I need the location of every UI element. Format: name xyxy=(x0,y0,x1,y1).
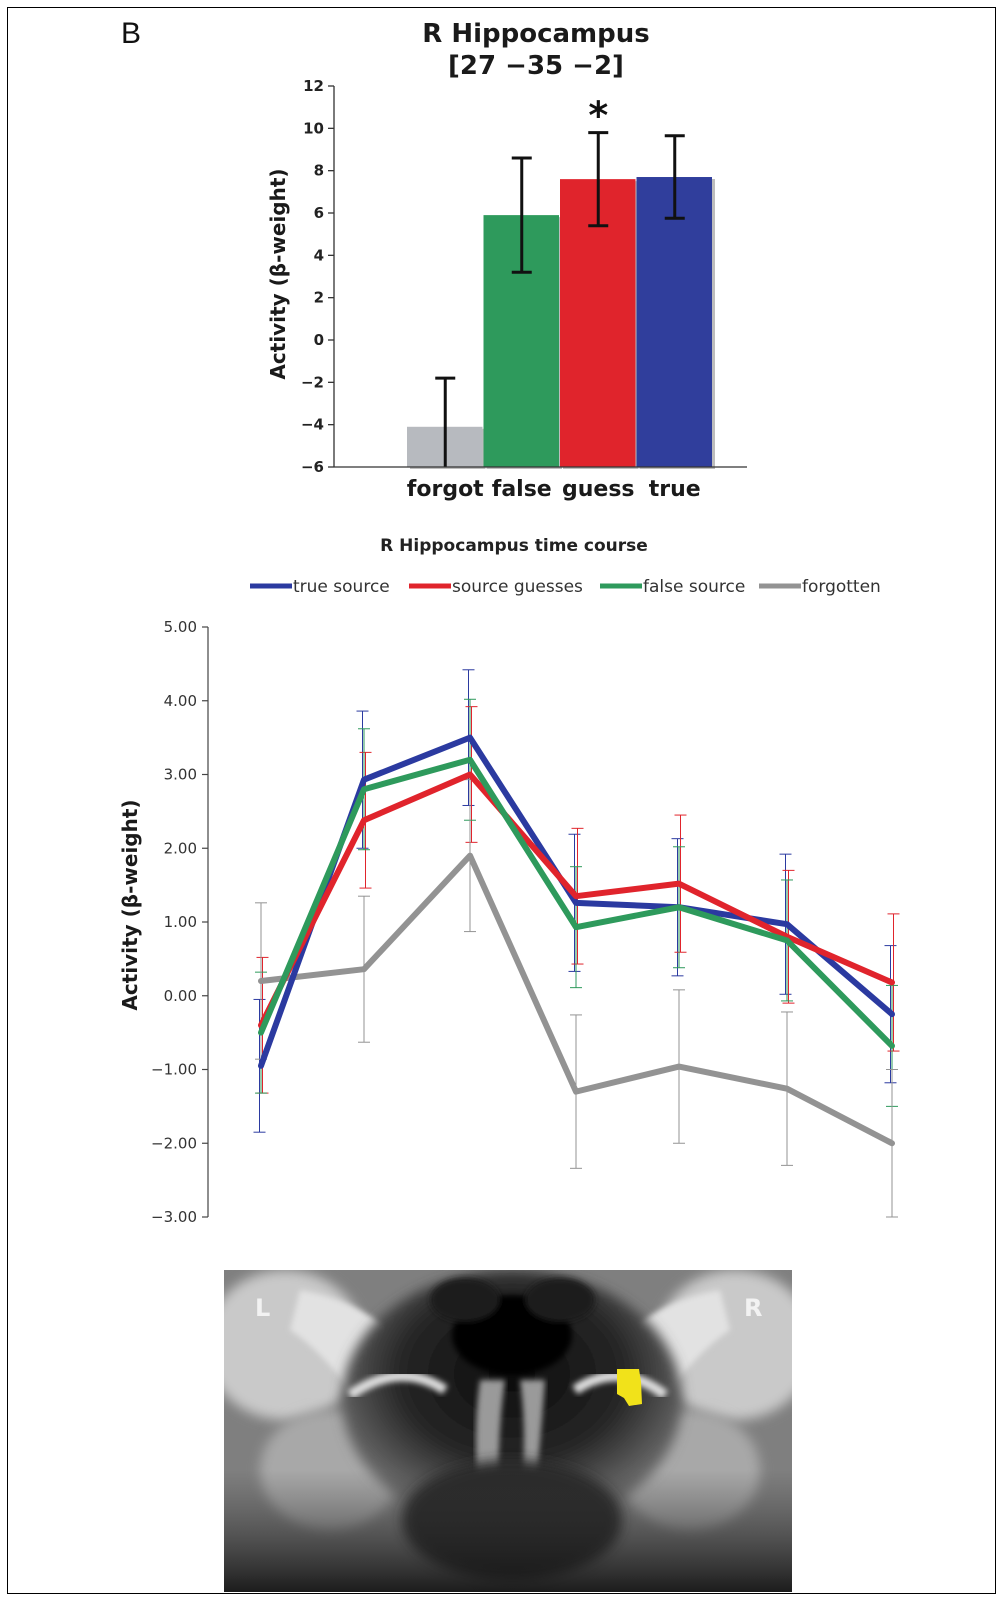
bar-chart-title: R Hippocampus xyxy=(422,19,649,49)
series-source-guesses xyxy=(258,771,895,1029)
bar-chart-subtitle: [27 −35 −2] xyxy=(448,51,624,81)
data-point xyxy=(467,735,473,741)
bar-chart-y-tick-label: −6 xyxy=(301,458,324,476)
legend-item-forgotten: forgotten xyxy=(759,577,881,597)
time-course-title: R Hippocampus time course xyxy=(380,536,648,556)
bar-chart-y-tick-label: 12 xyxy=(303,77,324,95)
error-bars-source-guesses xyxy=(256,706,900,1094)
bar-chart-y-ticks: −6 −4 −2 0 2 4 6 8 10 12 xyxy=(301,77,334,476)
data-point xyxy=(573,900,579,906)
legend-item-true-source: true source xyxy=(250,577,390,597)
time-course-y-tick-label: −1.00 xyxy=(151,1061,197,1079)
bar-chart-axes xyxy=(333,86,747,468)
time-course-y-tick-label: 0.00 xyxy=(164,987,197,1005)
bar-chart-y-tick-label: 6 xyxy=(314,204,324,222)
brain-left-label: L xyxy=(255,1294,270,1322)
bar-chart-error-bars xyxy=(435,131,685,467)
data-point xyxy=(676,904,682,910)
error-bar-false xyxy=(511,156,532,274)
data-point xyxy=(676,1063,682,1070)
legend-item-source-guesses: source guesses xyxy=(409,577,583,597)
data-point xyxy=(889,979,895,986)
legend-label: forgotten xyxy=(802,577,881,597)
bar-chart-bars xyxy=(407,177,715,469)
legend-label: false source xyxy=(643,577,745,597)
error-bar-forgot xyxy=(435,376,456,467)
bar-chart-y-tick-label: 2 xyxy=(314,289,324,307)
legend-label: source guesses xyxy=(452,577,583,597)
category-label-forgot: forgot xyxy=(407,477,484,502)
time-course-y-tick-label: 4.00 xyxy=(164,692,197,710)
data-point xyxy=(361,777,367,783)
data-point xyxy=(361,786,367,792)
time-course-chart: R Hippocampus time course true source sou… xyxy=(118,536,900,1226)
data-point xyxy=(889,1140,895,1146)
brain-right-label: R xyxy=(744,1294,762,1322)
category-label-guess: guess xyxy=(562,477,635,502)
series-true-source xyxy=(258,734,895,1069)
time-course-y-tick-label: 2.00 xyxy=(164,839,197,857)
bar-chart-y-tick-label: −2 xyxy=(301,373,324,391)
category-label-false: false xyxy=(492,477,552,502)
data-point xyxy=(258,1063,264,1069)
bar-chart-y-tick-label: 4 xyxy=(314,246,324,264)
data-point xyxy=(361,817,367,823)
data-point xyxy=(784,1086,790,1092)
time-course-y-tick-label: −3.00 xyxy=(151,1208,197,1226)
brain-slice-image: L R xyxy=(224,1270,792,1592)
legend-label: true source xyxy=(293,577,390,597)
significance-asterisk: * xyxy=(588,94,608,138)
time-course-legend: true source source guesses false source for… xyxy=(250,577,881,597)
data-point xyxy=(467,853,473,859)
series-false-source xyxy=(258,756,895,1049)
bar-chart-category-labels: forgot false guess true xyxy=(407,477,701,502)
data-point xyxy=(676,881,682,887)
data-point xyxy=(573,924,579,930)
data-point xyxy=(573,1089,579,1095)
bar-true xyxy=(636,177,712,467)
time-course-series xyxy=(258,734,895,1147)
bar-chart-y-tick-label: 8 xyxy=(314,162,324,180)
figure-frame xyxy=(7,7,996,1594)
data-point xyxy=(361,966,367,972)
data-point xyxy=(784,921,790,927)
data-point xyxy=(573,893,579,899)
time-course-y-axis-label: Activity (β-weight) xyxy=(118,799,142,1010)
time-course-y-tick-label: −2.00 xyxy=(151,1134,197,1152)
data-point xyxy=(258,1030,264,1036)
time-course-y-tick-label: 3.00 xyxy=(164,766,197,784)
data-point xyxy=(467,757,473,763)
panel-label: B xyxy=(121,17,142,50)
data-point xyxy=(258,978,264,984)
data-point xyxy=(889,1043,895,1049)
data-point xyxy=(467,771,473,778)
bar-chart-y-axis-label: Activity (β-weight) xyxy=(266,168,290,379)
bar-chart: R Hippocampus [27 −35 −2] Activity (β-we… xyxy=(266,19,747,502)
series-forgotten xyxy=(258,852,895,1147)
time-course-y-tick-label: 5.00 xyxy=(164,618,197,636)
activation-highlight xyxy=(617,1369,642,1406)
time-course-y-tick-label: 1.00 xyxy=(164,913,197,931)
error-bar-true xyxy=(664,134,685,220)
legend-item-false-source: false source xyxy=(600,577,745,597)
time-course-y-ticks: −3.00 −2.00 −1.00 0.00 1.00 2.00 3.00 4.00 5.00 xyxy=(151,618,208,1226)
error-bar-guess xyxy=(588,131,609,228)
category-label-true: true xyxy=(649,477,701,502)
bar-chart-y-tick-label: 0 xyxy=(314,331,324,349)
data-point xyxy=(889,1011,895,1017)
data-point xyxy=(784,937,790,944)
bar-chart-y-tick-label: 10 xyxy=(303,119,324,137)
bar-chart-y-tick-label: −4 xyxy=(301,416,324,434)
time-course-error-bars xyxy=(253,669,900,1218)
